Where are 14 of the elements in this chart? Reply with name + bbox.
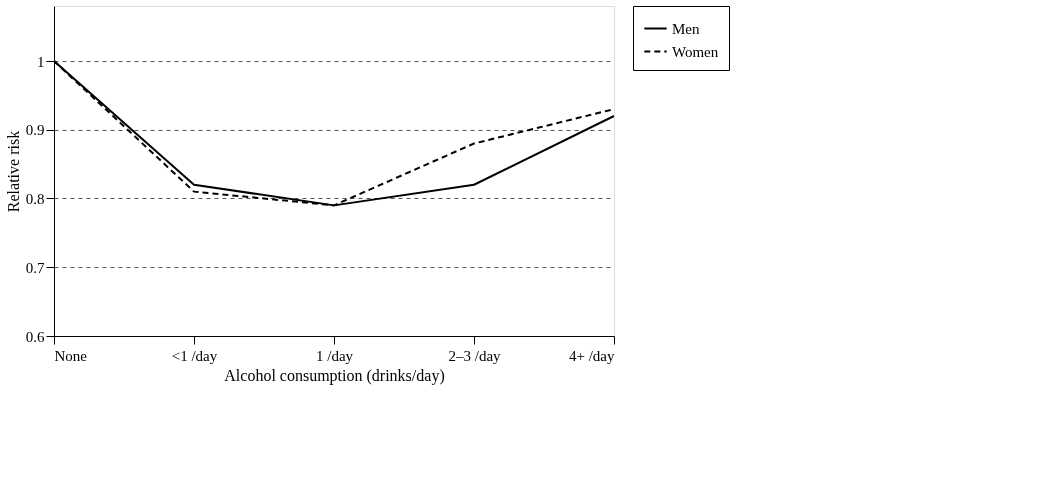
x-tick-label: 4+ /day (568, 347, 615, 364)
y-tick-label: 0.8 (25, 191, 45, 207)
y-tick-label: 1 (37, 53, 45, 70)
x-tick-label: None (54, 347, 88, 364)
x-tick-label: 1 /day (315, 347, 354, 364)
legend-label: Men (672, 20, 700, 37)
y-tick-label: 0.6 (25, 328, 45, 345)
x-tick-label: <1 /day (171, 347, 218, 364)
y-axis-title: Relative risk (4, 130, 22, 213)
x-tick-label: 2–3 /day (448, 347, 502, 364)
x-axis-title: Alcohol consumption (drinks/day) (224, 366, 445, 385)
y-tick-label: 0.9 (25, 122, 45, 139)
legend-label: Women (672, 43, 719, 60)
y-tick-label: 0.7 (25, 259, 45, 276)
